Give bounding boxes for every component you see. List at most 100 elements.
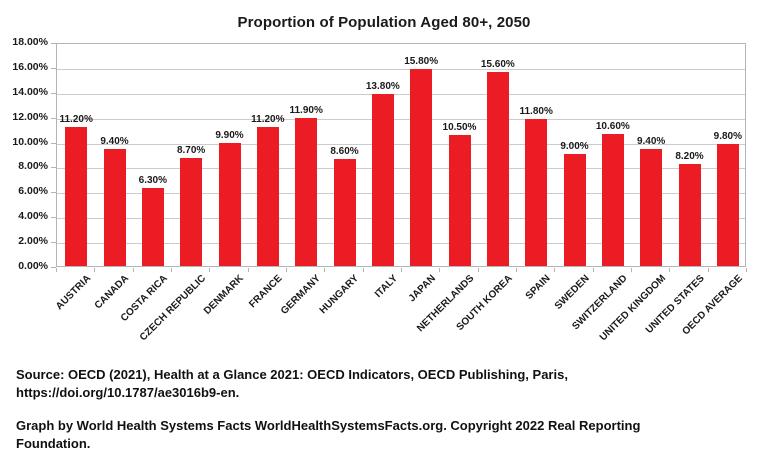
bar-value-label: 9.00% [560,141,589,152]
bar-czech-republic [180,157,203,266]
x-axis-label-canada: CANADA [92,273,132,312]
x-axis-label-spain: SPAIN [524,273,553,302]
credit-line-2: Foundation. [16,436,91,451]
bar-spain [525,119,548,266]
bar-italy [371,94,394,266]
bar-france [256,126,279,266]
bar-switzerland [601,134,624,266]
source-line-2: https://doi.org/10.1787/ae3016b9-en. [16,385,240,400]
bar-value-label: 11.20% [251,113,285,125]
bar-oecd-average [716,144,739,266]
x-axis-tick [94,268,96,272]
x-axis-tick [209,268,211,272]
y-axis-tick [51,43,56,44]
x-axis-tick [477,268,479,272]
x-axis-tick [554,268,556,272]
bar-japan [410,69,433,266]
x-axis-tick [324,268,326,272]
bar-south-korea [486,71,509,266]
x-axis-tick [669,268,671,272]
gridline [57,168,745,170]
x-axis-tick [132,268,134,272]
bar-value-label: 11.80% [519,106,553,118]
y-axis-tick [51,217,56,219]
y-axis-label: 10.00% [12,135,48,148]
bar-hungary [333,158,356,266]
bar-value-label: 8.70% [176,144,206,156]
x-axis-tick [516,268,517,272]
y-axis-tick [51,242,56,244]
bar-canada [103,149,126,266]
gridline [57,193,745,195]
y-axis-label: 12.00% [12,110,48,123]
x-axis-tick [746,268,747,272]
chart-title: Proportion of Population Aged 80+, 2050 [237,14,531,31]
x-axis-tick [707,268,709,272]
x-axis-label-france: FRANCE [247,273,285,311]
source-line-1: Source: OECD (2021), Health at a Glance … [16,367,568,382]
y-axis-tick [51,192,56,194]
x-axis-tick [247,268,249,272]
y-axis-tick [51,267,56,268]
gridline [57,143,745,145]
bar-value-label: 13.80% [365,81,400,93]
x-axis-tick [56,268,57,272]
bar-netherlands [448,135,471,266]
gridline [57,243,745,245]
gridline [57,218,745,220]
bar-chart: Proportion of Population Aged 80+, 2050 … [12,14,747,344]
credit-line-1: Graph by World Health Systems Facts Worl… [16,418,641,433]
y-axis-label: 18.00% [12,36,48,48]
bar-sweden [563,154,586,266]
y-axis-tick [51,92,56,94]
x-axis-label-italy: ITALY [372,273,400,301]
x-axis-tick [362,268,364,272]
credit-text: Graph by World Health Systems Facts Worl… [16,417,716,453]
bar-value-label: 11.20% [59,113,93,125]
x-axis-label-united-kingdom: UNITED KINGDOM [597,273,668,344]
x-axis-label-austria: AUSTRIA [53,273,93,313]
bar-denmark [218,142,241,266]
bar-value-label: 9.40% [100,136,129,148]
y-axis-label: 0.00% [18,260,48,272]
x-axis-label-germany: GERMANY [279,273,323,317]
bar-value-label: 9.80% [713,131,742,143]
y-axis-tick [51,67,56,69]
bar-austria [65,126,88,266]
source-text: Source: OECD (2021), Health at a Glance … [16,366,716,402]
bar-value-label: 15.60% [480,58,515,70]
x-axis-label-japan: JAPAN [406,273,438,305]
x-axis-tick [439,268,441,272]
bar-united-kingdom [640,149,663,266]
bar-value-label: 11.90% [289,104,323,116]
x-axis-tick [286,268,287,272]
y-axis-label: 8.00% [18,160,48,173]
x-axis-tick [171,268,172,272]
bar-germany [295,117,318,266]
x-axis-tick [631,268,632,272]
bar-costa-rica [141,187,164,266]
plot-area: 11.20% 9.40% 6.30% 8.70% 9.90% 11.20% 11.90% 8.… [56,43,746,267]
bar-value-label: 15.80% [404,56,439,68]
y-axis-tick [51,117,56,119]
y-axis-label: 6.00% [18,185,48,198]
bar-value-label: 9.90% [215,129,244,141]
x-axis-label-sweden: SWEDEN [552,273,592,312]
y-axis-label: 4.00% [18,210,48,223]
y-axis-tick [51,142,56,144]
bar-value-label: 9.40% [636,136,666,148]
bar-value-label: 8.60% [330,145,359,157]
gridline [57,118,745,120]
x-axis-tick [401,268,402,272]
gridline [57,93,745,95]
gridline [57,68,745,70]
bar-value-label: 10.50% [442,122,477,134]
y-axis-label: 14.00% [12,85,48,98]
bar-value-label: 10.60% [595,121,630,133]
x-axis-label-czech-republic: CZECH REPUBLIC [137,273,208,344]
footer: Source: OECD (2021), Health at a Glance … [16,366,716,456]
x-axis-label-denmark: DENMARK [202,273,247,317]
y-axis-label: 16.00% [12,60,48,73]
bar-united-states [678,163,701,266]
